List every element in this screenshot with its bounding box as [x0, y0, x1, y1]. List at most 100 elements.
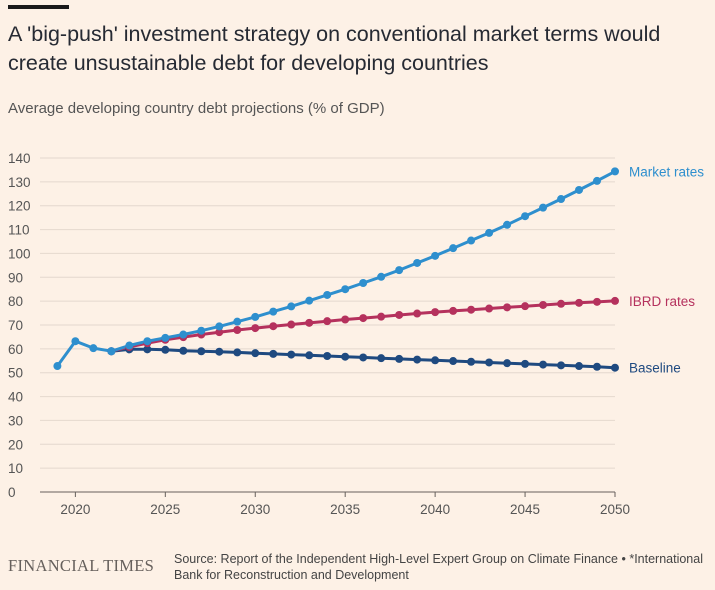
y-tick-label: 20 — [8, 437, 23, 452]
y-tick-label: 10 — [8, 461, 23, 476]
data-point — [287, 320, 296, 329]
data-point — [233, 348, 242, 357]
data-point — [431, 251, 440, 260]
data-point — [269, 349, 278, 358]
financial-times-logo: FINANCIAL TIMES — [8, 556, 155, 575]
y-tick-label: 0 — [8, 485, 16, 500]
y-tick-label: 90 — [8, 270, 23, 285]
data-point — [197, 326, 206, 335]
data-point — [251, 312, 260, 321]
series-label: IBRD rates — [629, 294, 695, 309]
data-point — [449, 244, 458, 253]
x-tick-label: 2035 — [330, 502, 360, 517]
data-point — [359, 353, 368, 362]
data-point — [611, 363, 619, 372]
data-point — [215, 322, 224, 331]
data-point — [341, 285, 350, 294]
x-tick-label: 2020 — [60, 502, 90, 517]
data-point — [575, 185, 584, 194]
data-point — [431, 308, 440, 317]
data-point — [449, 306, 458, 315]
data-point — [539, 360, 548, 369]
history-point — [71, 337, 80, 346]
data-point — [269, 307, 278, 316]
data-point — [503, 359, 512, 368]
data-point — [377, 312, 386, 321]
data-point — [485, 358, 494, 367]
x-tick-label: 2050 — [600, 502, 630, 517]
y-tick-label: 100 — [8, 246, 31, 261]
y-tick-label: 120 — [8, 199, 31, 214]
y-tick-label: 80 — [8, 294, 23, 309]
data-point — [557, 361, 566, 370]
data-point — [557, 299, 566, 308]
x-tick-label: 2040 — [420, 502, 450, 517]
data-point — [233, 326, 242, 335]
data-point — [305, 296, 314, 305]
data-point — [125, 341, 134, 350]
data-point — [611, 296, 619, 305]
y-tick-label: 30 — [8, 413, 23, 428]
data-point — [521, 359, 530, 368]
series-line-1 — [111, 299, 616, 353]
y-tick-label: 140 — [8, 151, 31, 166]
data-point — [485, 228, 494, 237]
data-point — [377, 272, 386, 281]
y-tick-label: 40 — [8, 390, 23, 405]
series-label: Baseline — [629, 361, 681, 376]
data-point — [557, 195, 566, 204]
data-point — [521, 302, 530, 311]
data-point — [485, 304, 494, 313]
data-point — [179, 346, 188, 355]
y-tick-label: 130 — [8, 175, 31, 190]
y-tick-label: 60 — [8, 342, 23, 357]
data-point — [341, 352, 350, 361]
y-tick-label: 50 — [8, 366, 23, 381]
data-point — [575, 298, 584, 307]
data-point — [323, 352, 332, 361]
data-point — [539, 203, 548, 212]
data-point — [467, 236, 476, 245]
data-point — [539, 300, 548, 309]
data-point — [377, 354, 386, 363]
data-point — [521, 212, 530, 221]
history-line — [56, 339, 112, 367]
data-point — [179, 330, 188, 339]
series-labels: Market rates IBRD rates Baseline — [629, 164, 704, 375]
chart-subtitle: Average developing country debt projecti… — [8, 100, 385, 117]
data-point — [593, 176, 602, 185]
data-point — [593, 297, 602, 306]
data-point — [233, 317, 242, 326]
series-line-0 — [110, 170, 616, 353]
data-point — [413, 355, 422, 364]
data-point — [611, 167, 619, 176]
data-point — [143, 337, 152, 346]
x-tick-label: 2030 — [240, 502, 270, 517]
data-point — [413, 258, 422, 267]
series-lines — [53, 167, 619, 372]
data-point — [413, 309, 422, 318]
data-point — [215, 328, 224, 337]
series-label: Market rates — [629, 164, 704, 179]
data-point — [359, 314, 368, 323]
data-point — [251, 324, 260, 333]
x-tick-label: 2045 — [510, 502, 540, 517]
data-point — [359, 279, 368, 288]
data-point — [287, 350, 296, 359]
data-point — [395, 354, 404, 363]
data-point — [503, 303, 512, 312]
history-point — [53, 362, 62, 371]
y-tick-label: 70 — [8, 318, 23, 333]
data-point — [197, 347, 206, 356]
data-point — [305, 318, 314, 327]
data-point — [161, 333, 170, 342]
source-note: Source: Report of the Independent High-L… — [174, 552, 703, 582]
gridlines — [40, 157, 615, 469]
data-point — [575, 362, 584, 371]
data-point — [341, 315, 350, 324]
data-point — [467, 305, 476, 314]
data-point — [323, 290, 332, 299]
data-point — [467, 357, 476, 366]
